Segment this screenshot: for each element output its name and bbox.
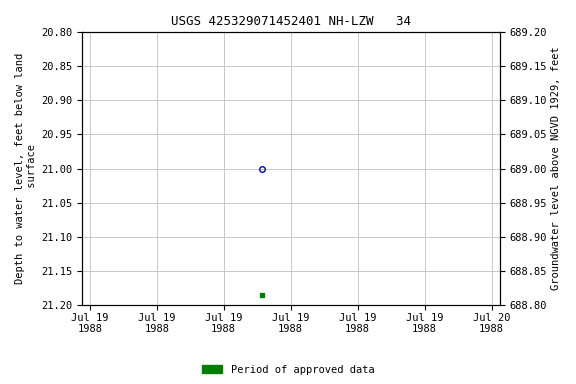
Y-axis label: Groundwater level above NGVD 1929, feet: Groundwater level above NGVD 1929, feet [551, 47, 561, 290]
Legend: Period of approved data: Period of approved data [198, 361, 378, 379]
Y-axis label: Depth to water level, feet below land
 surface: Depth to water level, feet below land su… [15, 53, 37, 284]
Title: USGS 425329071452401 NH-LZW   34: USGS 425329071452401 NH-LZW 34 [170, 15, 411, 28]
